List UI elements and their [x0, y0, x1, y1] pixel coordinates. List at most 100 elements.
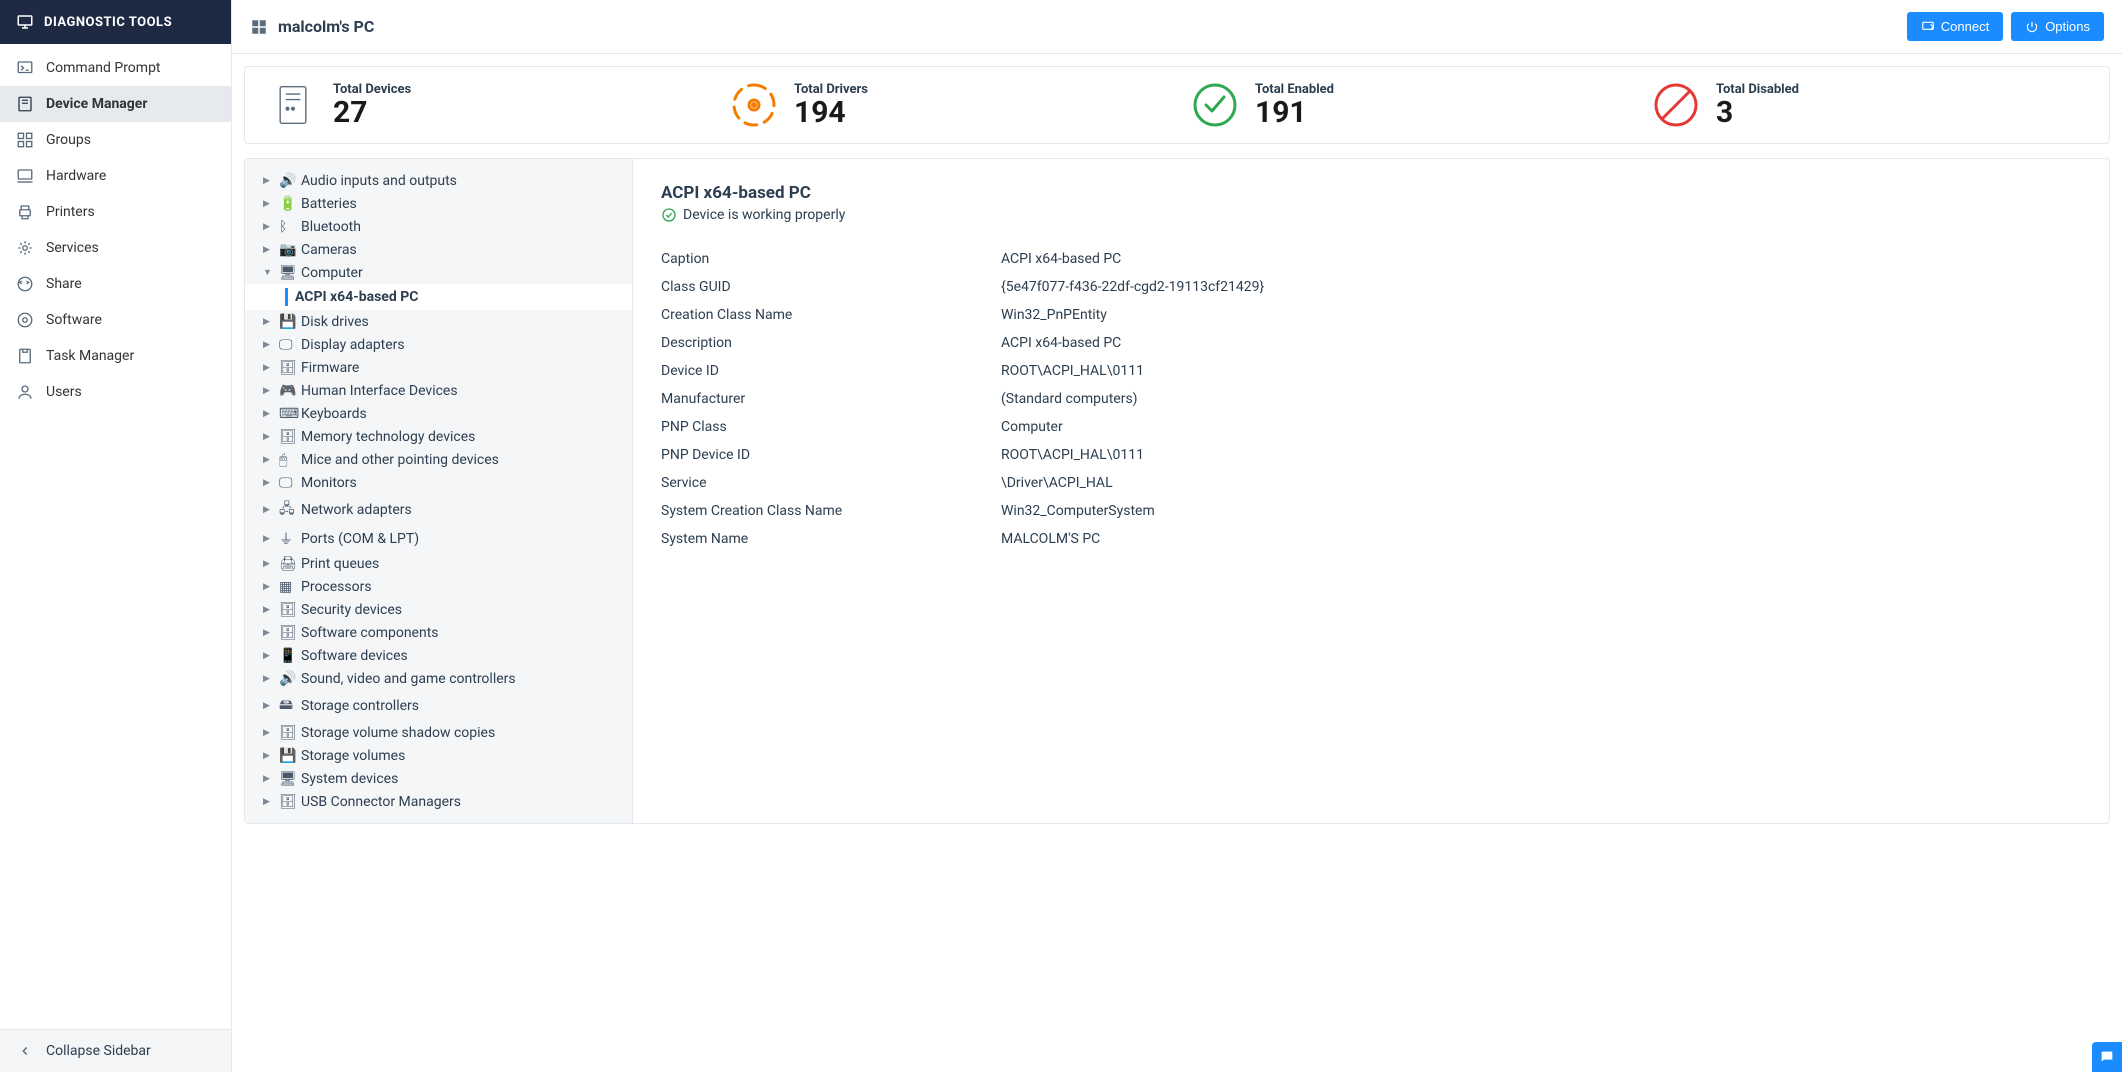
- content: Total Devices27Total Drivers194Total Ena…: [232, 54, 2122, 1072]
- sidebar-item-software[interactable]: Software: [0, 302, 231, 338]
- category-icon: 💾: [279, 314, 295, 330]
- tree-item[interactable]: 💾Storage volumes: [245, 744, 632, 767]
- options-button[interactable]: Options: [2011, 12, 2104, 41]
- tree-caret-icon: [263, 605, 273, 615]
- tree-item[interactable]: 🖧Network adapters: [245, 494, 632, 525]
- tree-item[interactable]: 🗄 Software components: [245, 621, 632, 644]
- tree-item[interactable]: 🔊Audio inputs and outputs: [245, 169, 632, 192]
- sidebar-item-groups[interactable]: Groups: [0, 122, 231, 158]
- device-icon: [16, 95, 34, 113]
- check-circle-icon: [1191, 81, 1239, 129]
- sidebar-item-command-prompt[interactable]: Command Prompt: [0, 50, 231, 86]
- property-row: Service\Driver\ACPI_HAL: [661, 469, 2081, 497]
- device-tree[interactable]: 🔊Audio inputs and outputs🔋BatteriesᛒBlue…: [245, 159, 633, 823]
- sidebar-item-hardware[interactable]: Hardware: [0, 158, 231, 194]
- sidebar-nav: Command PromptDevice ManagerGroups Hardwa…: [0, 44, 231, 1029]
- tree-item[interactable]: 🗄Firmware: [245, 356, 632, 379]
- tree-item[interactable]: 🗄Memory technology devices: [245, 425, 632, 448]
- category-icon: 🖨: [279, 556, 295, 572]
- tree-item[interactable]: 🖱Mice and other pointing devices: [245, 448, 632, 471]
- sidebar-item-label: Software: [46, 312, 102, 328]
- tree-item[interactable]: 🖵Display adapters: [245, 333, 632, 356]
- sidebar-item-label: Hardware: [46, 168, 106, 184]
- property-value: Computer: [1001, 413, 2081, 441]
- tree-item[interactable]: 🖴Storage controllers: [245, 690, 632, 721]
- tree-item[interactable]: ⏚Ports (COM & LPT): [245, 525, 632, 552]
- tree-caret-icon: [263, 267, 273, 278]
- tree-item-label: Cameras: [301, 242, 357, 258]
- tree-caret-icon: [263, 651, 273, 661]
- category-icon: 🗄: [279, 602, 295, 618]
- connect-button[interactable]: Connect: [1907, 12, 2003, 41]
- sidebar-item-device-manager[interactable]: Device Manager: [0, 86, 231, 122]
- tree-item[interactable]: ᛒBluetooth: [245, 215, 632, 238]
- properties-table: CaptionACPI x64-based PCClass GUID{5e47f…: [661, 245, 2081, 553]
- tree-item[interactable]: 🎮Human Interface Devices: [245, 379, 632, 402]
- tree-caret-icon: [263, 628, 273, 638]
- topbar-left: malcolm's PC: [250, 17, 374, 36]
- chevron-left-icon: [16, 1042, 34, 1060]
- tree-item[interactable]: 🗄Storage volume shadow copies: [245, 721, 632, 744]
- sidebar-item-label: Services: [46, 240, 99, 256]
- topbar: malcolm's PC Connect Options: [232, 0, 2122, 54]
- device-details: ACPI x64-based PC Device is working prop…: [633, 159, 2109, 823]
- tree-item-label: Security devices: [301, 602, 402, 618]
- tree-item[interactable]: 🖥System devices: [245, 767, 632, 790]
- sidebar-item-share[interactable]: Share: [0, 266, 231, 302]
- property-row: DescriptionACPI x64-based PC: [661, 329, 2081, 357]
- tree-item-label: Memory technology devices: [301, 429, 475, 445]
- property-row: Class GUID{5e47f077-f436-22df-cgd2-19113…: [661, 273, 2081, 301]
- tree-item[interactable]: 🗄 USB Connector Managers: [245, 790, 632, 813]
- tree-item[interactable]: 📷 Cameras: [245, 238, 632, 261]
- category-icon: 🗄: [279, 625, 295, 641]
- tree-item-label: Human Interface Devices: [301, 383, 458, 399]
- tree-caret-icon: [263, 559, 273, 569]
- tree-caret-icon: [263, 751, 273, 761]
- category-icon: 🖵: [279, 337, 295, 353]
- sidebar-item-printers[interactable]: Printers: [0, 194, 231, 230]
- grid-icon: [16, 131, 34, 149]
- collapse-sidebar-label: Collapse Sidebar: [46, 1043, 151, 1059]
- tree-item[interactable]: 🖥Computer: [245, 261, 632, 284]
- sidebar-item-task-manager[interactable]: Task Manager: [0, 338, 231, 374]
- tree-item[interactable]: 🖨Print queues: [245, 552, 632, 575]
- tree-item[interactable]: 💾Disk drives: [245, 310, 632, 333]
- property-key: System Creation Class Name: [661, 497, 1001, 525]
- printer-icon: [16, 203, 34, 221]
- stat-total-disabled: Total Disabled3: [1638, 81, 2099, 129]
- property-value: Win32_PnPEntity: [1001, 301, 2081, 329]
- category-icon: ⌨: [279, 406, 295, 422]
- tree-caret-icon: [263, 797, 273, 807]
- property-row: Manufacturer(Standard computers): [661, 385, 2081, 413]
- tree-child-item[interactable]: ACPI x64-based PC: [245, 284, 632, 310]
- property-value: ROOT\ACPI_HAL\0111: [1001, 357, 2081, 385]
- tree-item[interactable]: ▦Processors: [245, 575, 632, 598]
- tree-item[interactable]: ⌨Keyboards: [245, 402, 632, 425]
- stat-value: 27: [333, 97, 411, 129]
- tree-item[interactable]: 🗄 Security devices: [245, 598, 632, 621]
- category-icon: 🗄: [279, 794, 295, 810]
- property-value: MALCOLM'S PC: [1001, 525, 2081, 553]
- property-row: PNP ClassComputer: [661, 413, 2081, 441]
- stat-value: 194: [794, 97, 868, 129]
- collapse-sidebar-button[interactable]: Collapse Sidebar: [0, 1029, 231, 1072]
- category-icon: 🖧: [279, 498, 295, 522]
- category-icon: 🖥: [279, 771, 295, 787]
- sidebar-item-users[interactable]: Users: [0, 374, 231, 410]
- tree-item[interactable]: 🔋Batteries: [245, 192, 632, 215]
- chat-button[interactable]: [2092, 1042, 2122, 1072]
- category-icon: ᛒ: [279, 219, 295, 235]
- sidebar-item-services[interactable]: Services: [0, 230, 231, 266]
- tree-caret-icon: [263, 674, 273, 684]
- tree-item-label: Computer: [301, 265, 363, 281]
- tree-item-label: Software components: [301, 625, 439, 641]
- category-icon: 📷: [279, 242, 295, 258]
- device-box-icon: [269, 81, 317, 129]
- tree-item-label: USB Connector Managers: [301, 794, 461, 810]
- tree-item[interactable]: 🔊Sound, video and game controllers: [245, 667, 632, 690]
- property-row: CaptionACPI x64-based PC: [661, 245, 2081, 273]
- category-icon: 🗄: [279, 360, 295, 376]
- tree-item[interactable]: 🖵Monitors: [245, 471, 632, 494]
- property-value: {5e47f077-f436-22df-cgd2-19113cf21429}: [1001, 273, 2081, 301]
- tree-item[interactable]: 📱Software devices: [245, 644, 632, 667]
